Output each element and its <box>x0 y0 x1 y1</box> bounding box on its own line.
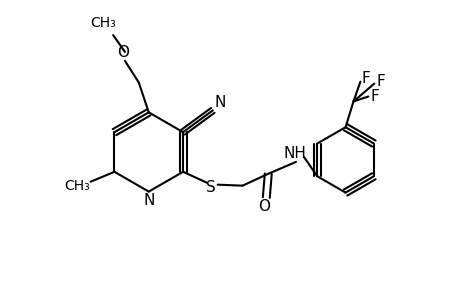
Text: O: O <box>117 45 129 60</box>
Text: CH₃: CH₃ <box>64 179 90 193</box>
Text: F: F <box>376 74 385 89</box>
Text: F: F <box>370 89 379 104</box>
Text: N: N <box>213 95 225 110</box>
Text: N: N <box>143 193 154 208</box>
Text: F: F <box>360 71 369 86</box>
Text: CH₃: CH₃ <box>90 16 116 30</box>
Text: NH: NH <box>283 146 306 161</box>
Text: S: S <box>206 180 215 195</box>
Text: O: O <box>258 199 270 214</box>
